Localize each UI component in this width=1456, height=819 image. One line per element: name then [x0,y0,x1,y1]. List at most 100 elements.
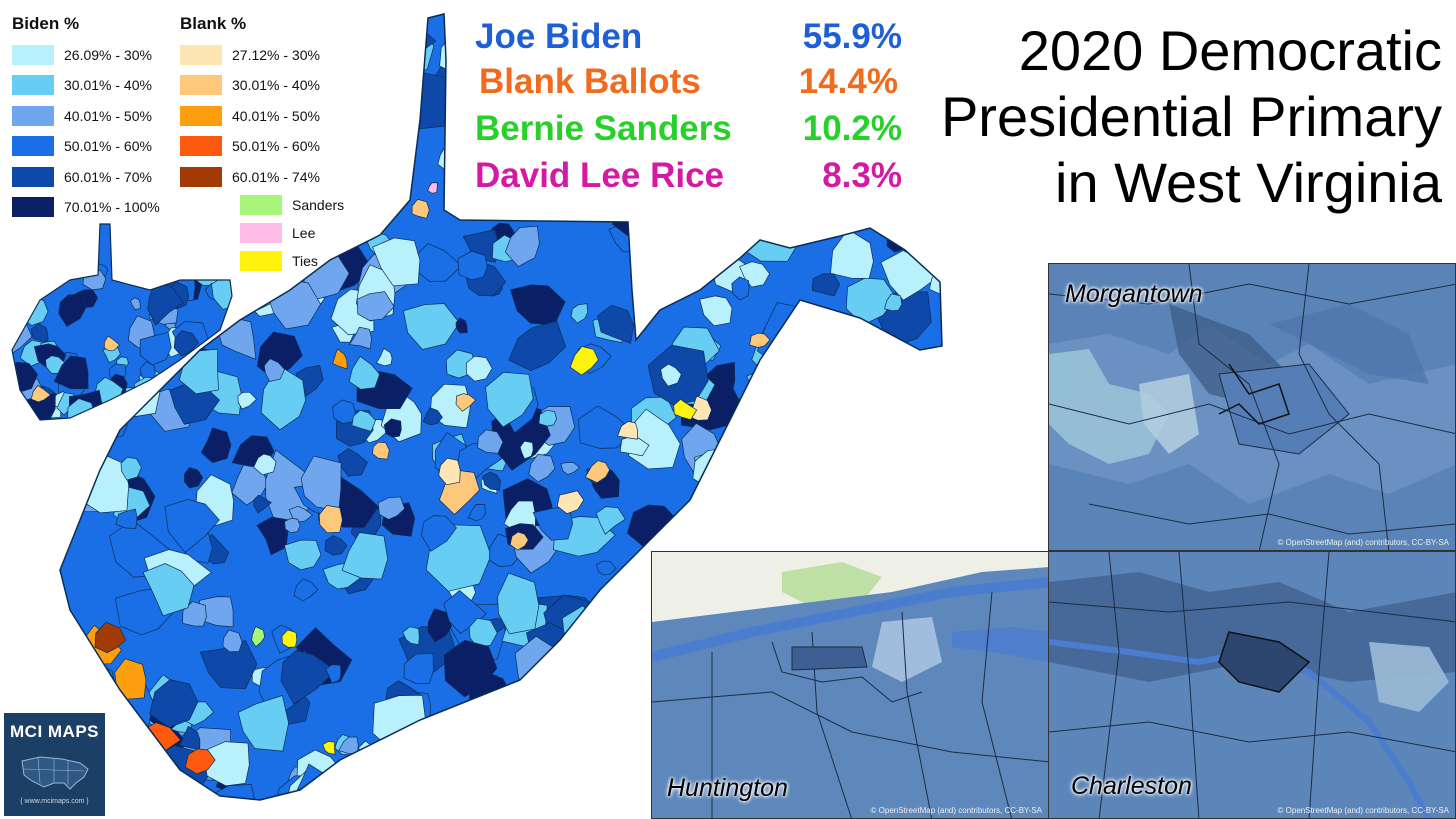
precinct [695,190,729,226]
precinct [884,293,903,312]
biden-legend-swatch [12,166,54,187]
precinct [589,78,618,114]
precinct [516,733,566,776]
precinct [467,504,486,522]
precinct [597,68,633,101]
precinct-blank [455,393,477,412]
biden-legend-row: 30.01% - 40% [12,75,152,96]
precinct [324,535,348,556]
biden-legend-row: 60.01% - 70% [12,166,152,187]
precinct [595,560,617,576]
precinct [279,163,334,214]
precinct [189,101,211,129]
precinct [341,532,389,580]
precinct [256,516,288,556]
precinct [328,14,359,48]
precinct [371,773,427,800]
precinct [237,695,289,752]
precinct [412,717,463,770]
small-precinct-blank [103,335,121,352]
small-precinct [177,250,196,268]
precinct-blank [438,457,461,486]
other-legend-swatch [240,223,282,243]
precinct [222,629,243,653]
blank-legend-title: Blank % [180,14,247,33]
precinct [354,30,372,52]
precinct [219,85,268,123]
precinct [899,513,942,557]
precinct [522,781,567,800]
charleston-inset: Charleston © OpenStreetMap (and) contrib… [1048,551,1456,819]
precinct [164,499,220,553]
precinct [936,164,942,191]
precinct [422,407,443,426]
precinct [284,517,301,534]
biden-legend-swatch [12,45,54,65]
precinct [788,81,817,108]
precinct-blank [94,621,127,654]
precinct [652,196,715,265]
precinct [73,157,113,197]
precinct [773,72,816,127]
precinct [175,134,226,174]
precinct [746,371,773,397]
morgantown-inset-map [1049,264,1455,550]
candidate-percent: 14.4% [798,62,898,101]
precinct [327,193,371,245]
precinct [768,52,795,78]
precinct [490,138,512,159]
precinct [337,448,368,477]
precinct [325,664,342,684]
precinct [459,69,502,115]
map-title-line-1: 2020 Democratic [1018,19,1442,82]
precinct [480,698,518,732]
precinct [585,694,625,730]
precinct [120,456,142,481]
precinct-blank [411,198,430,219]
precinct [403,652,434,684]
precinct [241,97,306,146]
precinct [538,61,572,101]
precinct [686,204,720,238]
precinct [571,114,607,151]
charleston-inset-map [1049,552,1455,818]
precinct [375,347,393,367]
precinct [351,87,401,138]
precinct [455,317,468,334]
other-legend-label: Lee [292,225,316,241]
precinct [351,409,377,432]
precinct [277,226,298,258]
precinct [485,371,534,428]
precinct [183,467,204,489]
precinct [280,649,337,705]
morgantown-label: Morgantown [1065,280,1203,308]
blank-legend-label: 60.01% - 74% [232,168,320,185]
precinct [797,485,827,517]
precinct [462,229,500,263]
precinct [219,50,277,108]
precinct [768,485,805,525]
precinct [173,27,204,51]
precinct [822,348,883,394]
precinct [556,102,592,141]
precinct-blank [332,348,348,370]
precinct [224,123,249,153]
precinct [468,617,498,648]
biden-legend-label: 50.01% - 60% [64,138,152,155]
precinct [570,303,589,324]
biden-legend-swatch [12,136,54,157]
precinct [457,250,488,281]
precinct [447,89,494,155]
precinct [915,399,942,452]
precinct [617,68,651,113]
precinct [886,35,942,92]
precinct [587,710,611,735]
precinct [308,57,375,115]
precinct [410,768,446,800]
map-title-line-3: in West Virginia [1055,151,1442,214]
small-state-outline [11,223,233,421]
biden-legend-row: 70.01% - 100% [12,197,160,217]
small-precinct [15,259,46,295]
precinct [577,405,635,449]
precinct [780,182,826,234]
